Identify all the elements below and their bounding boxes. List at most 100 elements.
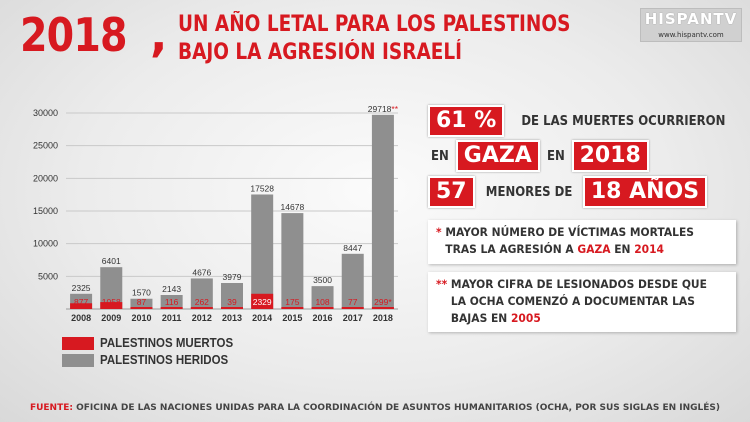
fact-gaza-row: EN GAZA EN 2018 (430, 140, 649, 172)
note-2-text-2: LA OCHA COMENZÓ A DOCUMENTAR LAS (450, 294, 695, 308)
bar-muertos (281, 307, 304, 309)
note-1-star: * (436, 225, 442, 239)
bar-chart: 5000 10000 15000 20000 25000 30000 2325 877 2008… (33, 104, 399, 323)
bar-muertos (130, 307, 153, 309)
bar-heridos (160, 294, 183, 309)
bar-muertos (160, 307, 183, 309)
fact-menores: MENORES DE (485, 184, 573, 200)
note-1-gaza: GAZA (577, 242, 611, 256)
x-tick-label: 2016 (313, 313, 333, 323)
legend-label-muertos: PALESTINOS MUERTOS (100, 336, 234, 350)
bar-muertos (70, 303, 93, 309)
bar-heridos (251, 194, 274, 309)
data-label-muertos: 77 (348, 297, 358, 307)
x-tick-label: 2011 (162, 313, 182, 323)
x-tick-label: 2010 (131, 313, 151, 323)
bar-muertos (221, 307, 243, 309)
data-label-heridos: 2143 (162, 284, 181, 294)
note-box-2: ** MAYOR CIFRA DE LESIONADOS DESDE QUE L… (428, 272, 736, 332)
note-1-text-3: EN (614, 242, 631, 256)
data-label-muertos: 39 (227, 297, 237, 307)
data-label-muertos: 116 (165, 297, 179, 307)
note-1-line-2: TRAS LA AGRESIÓN A GAZA EN 2014 (436, 241, 715, 258)
note-2-text-1: MAYOR CIFRA DE LESIONADOS DESDE QUE (450, 277, 707, 291)
footer-text: OFICINA DE LAS NACIONES UNIDAS PARA LA C… (76, 403, 721, 413)
data-label-heridos: 8447 (343, 243, 362, 253)
x-tick-label: 2017 (343, 313, 363, 323)
fact-en2: EN (546, 148, 565, 164)
legend-item-heridos: PALESTINOS HERIDOS (62, 353, 239, 367)
bar-heridos (371, 114, 394, 309)
x-tick-label: 2009 (101, 313, 121, 323)
bar-muertos (251, 293, 274, 309)
note-2-text-3: BAJAS EN (450, 311, 508, 325)
note-1-text-1: MAYOR NÚMERO DE VÍCTIMAS MORTALES (445, 225, 694, 239)
fact-en: EN (430, 148, 449, 164)
x-tick-label: 2015 (282, 313, 302, 323)
note-2-star: ** (436, 277, 448, 291)
note-2-line-3: BAJAS EN 2005 (436, 310, 715, 327)
legend-item-muertos: PALESTINOS MUERTOS (62, 336, 245, 350)
hispantv-logo: HISPANTV www.hispantv.com (640, 8, 742, 42)
note-1-line-1: * MAYOR NÚMERO DE VÍCTIMAS MORTALES (436, 224, 715, 241)
fact-minors-row: 57 MENORES DE 18 AÑOS (428, 176, 708, 208)
y-tick-label: 30000 (33, 108, 58, 118)
bar-heridos (221, 283, 243, 309)
y-tick-label: 10000 (33, 239, 58, 249)
data-label-heridos: 14678 (281, 202, 305, 212)
x-tick-label: 2012 (192, 313, 212, 323)
fact-pct-row: 61 % DE LAS MUERTES OCURRIERON (428, 105, 743, 137)
legend-swatch-muertos (62, 336, 94, 350)
bar-heridos (130, 298, 153, 309)
title-line-2: BAJO LA AGRESIÓN ISRAELÍ (178, 40, 463, 65)
bar-muertos (190, 307, 213, 309)
logo-name: HISPANTV (644, 10, 738, 28)
title-line-1: UN AÑO LETAL PARA LOS PALESTINOS (178, 12, 571, 37)
x-tick-label: 2014 (252, 313, 272, 323)
data-label-muertos: 87 (137, 297, 147, 307)
y-tick-label: 15000 (33, 206, 58, 216)
data-label-muertos: 2329 (253, 297, 272, 307)
title-comma: , (150, 8, 168, 62)
data-label-muertos: 299* (374, 297, 392, 307)
fact-year: 2018 (571, 140, 649, 172)
data-label-heridos: 3979 (223, 272, 242, 282)
fact-gaza: GAZA (455, 140, 540, 172)
bar-muertos (341, 307, 364, 309)
bar-muertos (311, 307, 334, 309)
x-tick-label: 2018 (373, 313, 393, 323)
fact-pct: 61 % (428, 105, 505, 137)
note-box-1: * MAYOR NÚMERO DE VÍCTIMAS MORTALES TRAS… (428, 220, 736, 264)
data-label-heridos: 6401 (102, 256, 121, 266)
footer-label: FUENTE: (29, 403, 73, 413)
note-2-line-1: ** MAYOR CIFRA DE LESIONADOS DESDE QUE (436, 276, 715, 293)
y-tick-label: 25000 (33, 141, 58, 151)
note-1-text-2: TRAS LA AGRESIÓN A (445, 242, 574, 256)
y-tick-label: 5000 (38, 271, 58, 281)
fact-num: 57 (428, 176, 475, 208)
data-label-heridos: 1570 (132, 288, 151, 298)
data-label-heridos: 3500 (313, 275, 332, 285)
bar-heridos (281, 213, 304, 309)
bar-heridos (311, 286, 334, 309)
data-label-muertos: 262 (195, 297, 209, 307)
title-year: 2018 (20, 8, 128, 62)
legend-label-heridos: PALESTINOS HERIDOS (100, 353, 229, 367)
y-tick-label: 20000 (33, 173, 58, 183)
bar-heridos (100, 267, 123, 309)
bar-muertos (371, 307, 394, 309)
x-tick-label: 2008 (71, 313, 91, 323)
data-label-muertos: 877 (74, 297, 88, 307)
bar-muertos (100, 302, 123, 309)
data-label-heridos: 29718** (368, 104, 399, 114)
bar-heridos (341, 253, 364, 309)
data-label-muertos: 108 (315, 297, 329, 307)
logo-url: www.hispantv.com (658, 31, 724, 39)
x-tick-label: 2013 (222, 313, 242, 323)
note-2-year: 2005 (510, 311, 541, 325)
footer-source: FUENTE: OFICINA DE LAS NACIONES UNIDAS P… (0, 394, 750, 422)
bar-heridos (190, 278, 213, 309)
data-label-muertos: 1058 (102, 297, 121, 307)
data-label-heridos: 4676 (192, 267, 211, 277)
data-label-heridos: 17528 (250, 183, 274, 193)
